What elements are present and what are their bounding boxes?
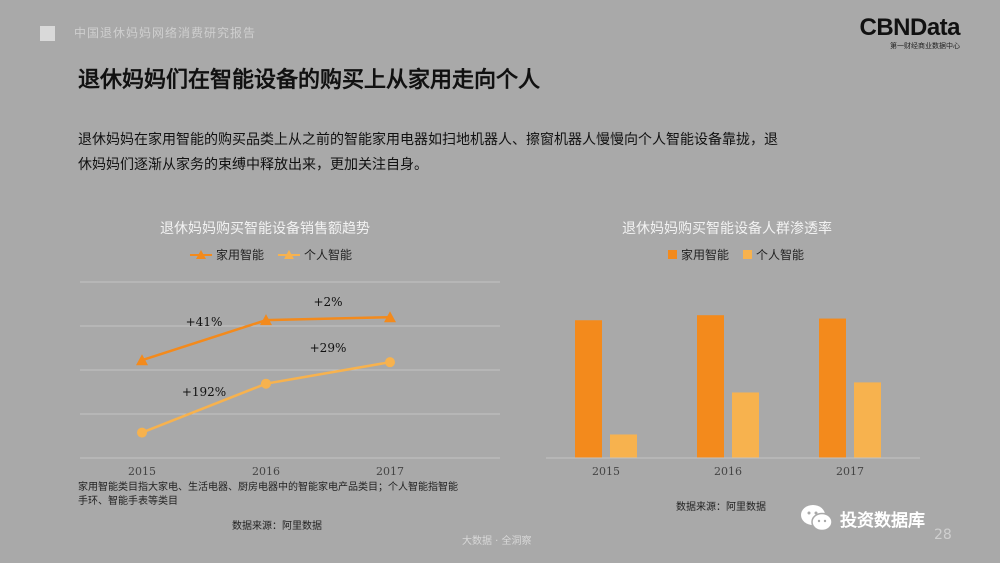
- legend-label-home: 家用智能: [216, 248, 265, 262]
- growth-annotation: +29%: [310, 341, 347, 355]
- x-tick-label: 2016: [714, 465, 742, 478]
- line-chart-source: 数据来源：阿里数据: [232, 521, 322, 532]
- bar-chart-source: 数据来源：阿里数据: [676, 502, 766, 513]
- growth-annotation: +41%: [186, 315, 223, 329]
- legend-swatch-home: [668, 250, 677, 259]
- x-tick-label: 2015: [592, 465, 620, 478]
- bar-personal: [610, 434, 637, 458]
- intro-line-2: 休妈妈们逐渐从家务的束缚中释放出来，更加关注自身。: [78, 157, 428, 173]
- x-tick-label: 2016: [252, 465, 280, 478]
- legend-item-home: 家用智能: [668, 246, 729, 263]
- data-point-personal: [385, 357, 395, 368]
- note-line-2: 手环、智能手表等类目: [78, 496, 178, 507]
- legend-item-home: 家用智能: [190, 246, 264, 263]
- logo-main: CBNData: [859, 14, 960, 41]
- bar-chart-title: 退休妈妈购买智能设备人群渗透率: [622, 221, 832, 237]
- top-bar: 中国退休妈妈网络消费研究报告 CBNData 第一财经商业数据中心: [0, 0, 1000, 58]
- data-point-home: [136, 354, 148, 366]
- logo-sub: 第一财经商业数据中心: [890, 42, 960, 50]
- x-tick-label: 2017: [836, 465, 864, 478]
- cbndata-logo: CBNData 第一财经商业数据中心: [859, 16, 960, 51]
- page-title: 退休妈妈们在智能设备的购买上从家用走向个人: [78, 68, 541, 93]
- legend-label-personal: 个人智能: [304, 248, 353, 262]
- legend-swatch-personal: [743, 250, 753, 259]
- intro-line-1: 退休妈妈在家用智能的购买品类上从之前的智能家用电器如扫地机器人、擦窗机器人慢慢向…: [78, 132, 778, 148]
- bar-personal: [732, 392, 759, 458]
- data-point-personal: [261, 378, 271, 389]
- bar-personal: [854, 382, 881, 458]
- growth-annotation: +192%: [182, 385, 226, 399]
- bar-home: [697, 315, 724, 458]
- intro-text: 退休妈妈在家用智能的购买品类上从之前的智能家用电器如扫地机器人、擦窗机器人慢慢向…: [78, 128, 948, 178]
- note-line-1: 家用智能类目指大家电、生活电器、厨房电器中的智能家电产品类目；个人智能指智能: [78, 482, 458, 493]
- wechat-name: 投资数据库: [840, 510, 925, 531]
- legend-line-swatch-personal: [278, 249, 301, 259]
- wechat-watermark: 投资数据库: [800, 503, 925, 533]
- legend-item-personal: 个人智能: [278, 246, 352, 263]
- wechat-icon: [801, 505, 833, 532]
- line-chart-title: 退休妈妈购买智能设备销售额趋势: [160, 221, 370, 237]
- legend-item-personal: 个人智能: [743, 246, 804, 263]
- legend-label-personal: 个人智能: [756, 248, 805, 262]
- bar-home: [575, 320, 602, 458]
- square-icon: [40, 26, 55, 41]
- line-chart-note: 家用智能类目指大家电、生活电器、厨房电器中的智能家电产品类目；个人智能指智能 手…: [78, 481, 458, 509]
- footer-slogan: 大数据 · 全洞察: [462, 536, 532, 547]
- bar-chart-legend: 家用智能 个人智能: [668, 246, 818, 263]
- data-point-home: [260, 314, 272, 326]
- bar-chart: 2015 2016 2017: [546, 315, 920, 478]
- line-chart-legend: 家用智能 个人智能: [190, 246, 366, 263]
- data-point-personal: [137, 427, 147, 438]
- x-tick-label: 2015: [128, 465, 156, 478]
- legend-label-home: 家用智能: [681, 248, 730, 262]
- legend-line-swatch-home: [190, 249, 212, 259]
- page-number: 28: [934, 527, 952, 543]
- report-banner: 中国退休妈妈网络消费研究报告: [74, 26, 257, 40]
- line-chart: 2015 2016 2017 +41% +2% +192% +29%: [80, 281, 500, 478]
- series-line-personal: [141, 360, 391, 434]
- growth-annotation: +2%: [313, 295, 342, 309]
- bar-home: [819, 318, 846, 458]
- data-point-home: [384, 311, 396, 323]
- x-tick-label: 2017: [376, 465, 404, 478]
